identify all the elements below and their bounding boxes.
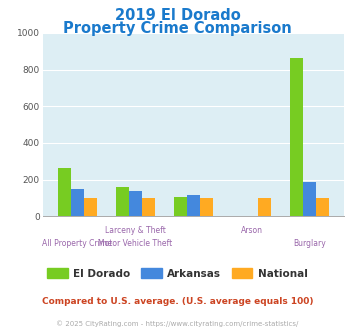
Text: Property Crime Comparison: Property Crime Comparison (63, 21, 292, 36)
Text: Larceny & Theft: Larceny & Theft (105, 226, 166, 235)
Text: 2019 El Dorado: 2019 El Dorado (115, 8, 240, 23)
Text: © 2025 CityRating.com - https://www.cityrating.com/crime-statistics/: © 2025 CityRating.com - https://www.city… (56, 320, 299, 327)
Bar (187, 195, 200, 216)
Bar (129, 191, 142, 216)
Bar (258, 198, 271, 216)
Bar (142, 198, 154, 216)
Text: Arson: Arson (240, 226, 262, 235)
Bar (174, 197, 187, 216)
Text: All Property Crime: All Property Crime (43, 239, 112, 248)
Legend: El Dorado, Arkansas, National: El Dorado, Arkansas, National (43, 264, 312, 283)
Bar (116, 187, 129, 216)
Bar (290, 58, 303, 216)
Bar (71, 189, 84, 216)
Text: Burglary: Burglary (293, 239, 326, 248)
Text: Motor Vehicle Theft: Motor Vehicle Theft (98, 239, 173, 248)
Text: Compared to U.S. average. (U.S. average equals 100): Compared to U.S. average. (U.S. average … (42, 297, 313, 306)
Bar (84, 198, 97, 216)
Bar (303, 182, 316, 216)
Bar (316, 198, 329, 216)
Bar (58, 168, 71, 216)
Bar (200, 198, 213, 216)
